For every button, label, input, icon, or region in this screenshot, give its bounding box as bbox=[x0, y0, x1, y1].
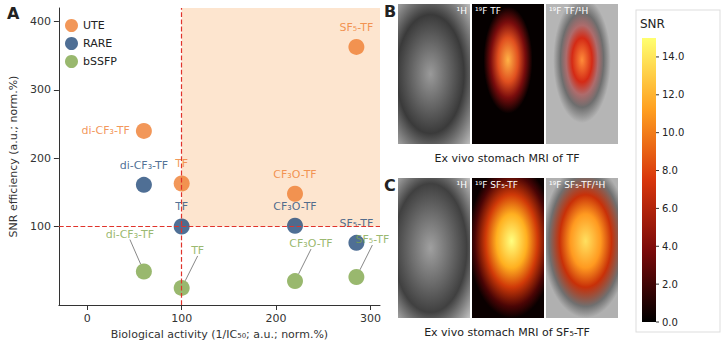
svg-text:A: A bbox=[7, 4, 20, 23]
svg-text:12.0: 12.0 bbox=[662, 89, 684, 100]
svg-text:SF₅-TF: SF₅-TF bbox=[356, 233, 390, 246]
svg-text:10.0: 10.0 bbox=[662, 127, 684, 138]
html-text:Ex vivo stomach MRI of TF: Ex vivo stomach MRI of TF bbox=[434, 152, 580, 165]
svg-text:CF₃O-TF: CF₃O-TF bbox=[273, 200, 316, 213]
html-text:¹⁹F TF: ¹⁹F TF bbox=[475, 6, 501, 16]
svg-text:300: 300 bbox=[360, 312, 381, 325]
html-text:¹H: ¹H bbox=[456, 6, 467, 16]
svg-text:Biological activity (1/IC₅₀; a: Biological activity (1/IC₅₀; a.u.; norm.… bbox=[111, 328, 328, 341]
html-text:C: C bbox=[384, 176, 396, 195]
html-text:¹⁹F TF/¹H: ¹⁹F TF/¹H bbox=[549, 6, 589, 16]
svg-text:4.0: 4.0 bbox=[662, 241, 678, 252]
svg-text:CF₃O-TF: CF₃O-TF bbox=[273, 168, 316, 181]
svg-text:100: 100 bbox=[171, 312, 192, 325]
svg-text:CF₃O-TF: CF₃O-TF bbox=[289, 237, 332, 250]
svg-text:di-CF₃-TF: di-CF₃-TF bbox=[106, 228, 154, 241]
svg-text:6.0: 6.0 bbox=[662, 203, 678, 214]
svg-text:8.0: 8.0 bbox=[662, 165, 678, 176]
svg-text:SNR: SNR bbox=[640, 17, 665, 31]
svg-text:RARE: RARE bbox=[83, 37, 112, 50]
svg-text:UTE: UTE bbox=[83, 19, 105, 32]
svg-text:TF: TF bbox=[175, 200, 189, 214]
html-text:¹⁹F SF₅-TF: ¹⁹F SF₅-TF bbox=[475, 180, 518, 190]
svg-text:di-CF₃-TF: di-CF₃-TF bbox=[120, 159, 168, 172]
svg-text:TF: TF bbox=[175, 157, 189, 171]
svg-text:TF: TF bbox=[190, 244, 204, 257]
svg-text:SNR efficiency (a.u.; norm.%): SNR efficiency (a.u.; norm.%) bbox=[7, 76, 20, 238]
svg-text:0: 0 bbox=[84, 312, 91, 325]
svg-text:200: 200 bbox=[30, 152, 51, 165]
html-text:Ex vivo stomach MRI of SF₅-TF: Ex vivo stomach MRI of SF₅-TF bbox=[424, 326, 590, 339]
svg-text:100: 100 bbox=[30, 220, 51, 233]
svg-text:bSSFP: bSSFP bbox=[83, 55, 117, 68]
svg-text:SF₅-TF: SF₅-TF bbox=[340, 21, 374, 34]
svg-text:0.0: 0.0 bbox=[662, 317, 678, 328]
svg-text:400: 400 bbox=[30, 15, 51, 28]
svg-text:di-CF₃-TF: di-CF₃-TF bbox=[81, 124, 129, 137]
html-text:¹⁹F SF₅-TF/¹H: ¹⁹F SF₅-TF/¹H bbox=[549, 180, 606, 190]
svg-text:200: 200 bbox=[266, 312, 287, 325]
html-text:B: B bbox=[384, 2, 397, 21]
svg-text:14.0: 14.0 bbox=[662, 51, 684, 62]
svg-text:300: 300 bbox=[30, 83, 51, 96]
svg-text:SF₅-TF: SF₅-TF bbox=[340, 217, 374, 230]
svg-text:2.0: 2.0 bbox=[662, 279, 678, 290]
html-text:¹H: ¹H bbox=[456, 180, 467, 190]
